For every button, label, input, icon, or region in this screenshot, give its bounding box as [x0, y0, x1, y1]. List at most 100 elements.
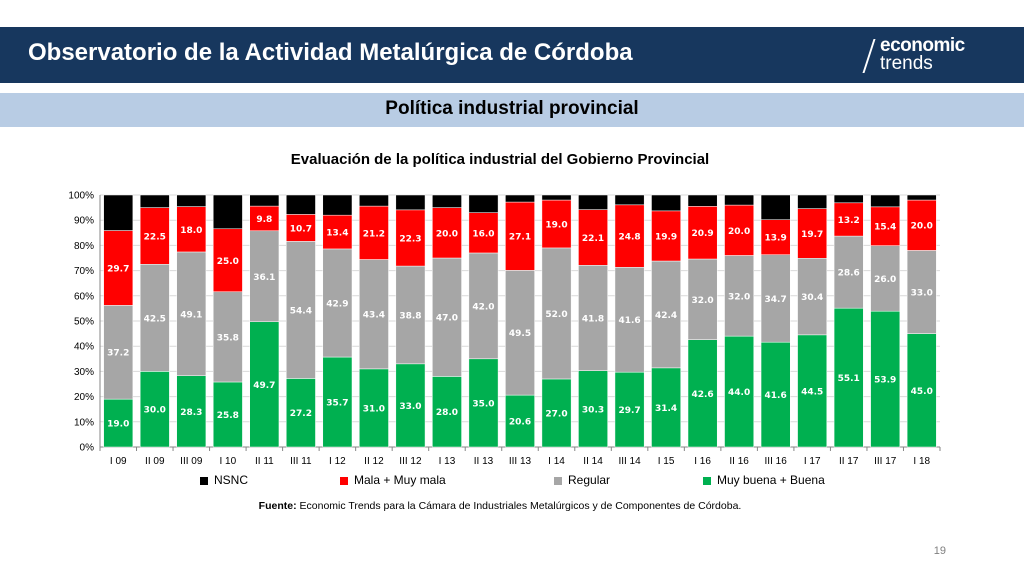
logo-text-line2: trends	[880, 53, 933, 74]
bar-segment	[432, 207, 462, 259]
x-tick-label: II 12	[364, 456, 384, 467]
bar-segment	[870, 206, 901, 246]
data-label: 24.8	[618, 233, 640, 243]
x-tick-label: III 11	[290, 456, 312, 467]
bar-segment	[687, 339, 718, 448]
data-label: 29.7	[107, 264, 129, 274]
data-label: 44.0	[728, 388, 750, 398]
data-label: 25.0	[217, 257, 239, 267]
y-tick-label: 10%	[74, 417, 94, 428]
data-label: 27.1	[509, 233, 531, 243]
bar-segment	[724, 204, 754, 256]
x-tick-label: III 17	[874, 456, 897, 467]
section-title: Política industrial provincial	[385, 98, 639, 119]
data-label: 38.8	[399, 311, 421, 321]
y-tick-label: 100%	[68, 191, 94, 202]
x-tick-label: III 13	[509, 456, 532, 467]
bar-segment	[614, 194, 645, 206]
data-label: 27.0	[545, 409, 567, 419]
data-label: 20.0	[436, 229, 458, 239]
legend-item: Muy buena + Buena	[703, 473, 825, 487]
bar-segment	[687, 206, 718, 260]
source-text: Economic Trends para la Cámara de Indust…	[296, 500, 742, 512]
chart-title: Evaluación de la política industrial del…	[290, 151, 710, 168]
data-label: 44.5	[801, 387, 823, 397]
bar-segment	[833, 194, 864, 204]
bar-segment	[468, 194, 499, 213]
bar-segment	[395, 209, 426, 267]
data-label: 33.0	[399, 402, 421, 412]
data-label: 22.3	[399, 234, 421, 244]
bar-segment	[322, 248, 353, 358]
y-tick-label: 30%	[74, 367, 94, 378]
bar-segment	[468, 358, 499, 448]
data-label: 32.0	[691, 296, 713, 306]
page-title: Observatorio de la Actividad Metalúrgica…	[28, 39, 633, 66]
data-label: 15.4	[874, 223, 896, 233]
data-label: 19.0	[107, 420, 129, 430]
data-label: 49.7	[253, 381, 275, 391]
data-label: 27.2	[290, 409, 312, 419]
bar-segment	[870, 310, 901, 448]
bar-segment	[395, 265, 426, 365]
x-tick-label: I 09	[110, 456, 127, 467]
x-tick-label: II 11	[255, 456, 274, 467]
y-tick-label: 90%	[74, 216, 94, 227]
data-label: 28.0	[436, 408, 458, 418]
bar-segment	[432, 257, 462, 377]
data-label: 28.6	[838, 269, 860, 279]
bar-segment	[103, 194, 134, 231]
bar-segment	[724, 335, 754, 448]
bar-segment	[578, 194, 608, 210]
data-label: 32.0	[728, 292, 750, 302]
x-tick-label: II 17	[839, 456, 859, 467]
bar-segment	[212, 228, 243, 293]
header-bar: Observatorio de la Actividad Metalúrgica…	[0, 27, 1024, 83]
bar-segment	[906, 250, 937, 334]
bar-segment	[870, 194, 901, 208]
bar-segment	[614, 204, 645, 268]
bar-segment	[833, 307, 864, 448]
bar-segment	[541, 199, 572, 249]
data-label: 21.2	[363, 229, 385, 239]
bar-segment	[176, 194, 207, 207]
data-label: 52.0	[545, 310, 567, 320]
x-tick-label: I 15	[658, 456, 675, 467]
data-label: 42.9	[326, 299, 348, 309]
economic-trends-logo: economic trends	[862, 33, 1012, 79]
data-label: 31.4	[655, 404, 677, 414]
y-tick-label: 60%	[74, 291, 94, 302]
y-tick-label: 0%	[80, 443, 95, 454]
bar-segment	[322, 214, 353, 250]
bar-segment	[906, 194, 937, 201]
bar-segment	[468, 252, 499, 360]
bar-segment	[870, 245, 901, 312]
data-label: 9.8	[256, 215, 272, 225]
bar-segment	[139, 207, 170, 265]
y-tick-label: 80%	[74, 241, 94, 252]
bar-segment	[578, 209, 608, 266]
bar-segment	[176, 251, 207, 376]
bar-segment	[359, 368, 389, 448]
x-tick-label: II 09	[145, 456, 165, 467]
data-label: 13.9	[765, 234, 787, 244]
data-label: 43.4	[363, 311, 385, 321]
x-tick-label: I 10	[219, 456, 236, 467]
data-label: 30.4	[801, 293, 823, 303]
data-label: 19.7	[801, 230, 823, 240]
bar-segment	[395, 363, 426, 448]
bar-segment	[139, 194, 170, 208]
data-label: 13.4	[326, 229, 348, 239]
bar-segment	[359, 194, 389, 207]
bar-segment	[139, 264, 170, 372]
data-label: 25.8	[217, 411, 239, 421]
bar-segment	[322, 356, 353, 448]
bar-segment	[249, 321, 280, 448]
bar-segment	[578, 265, 608, 371]
data-label: 35.8	[217, 333, 239, 343]
legend-item: Mala + Muy mala	[340, 473, 446, 487]
x-tick-label: I 12	[329, 456, 346, 467]
bar-segment	[395, 194, 426, 211]
bar-segment	[103, 398, 134, 448]
bar-segment	[212, 194, 243, 230]
